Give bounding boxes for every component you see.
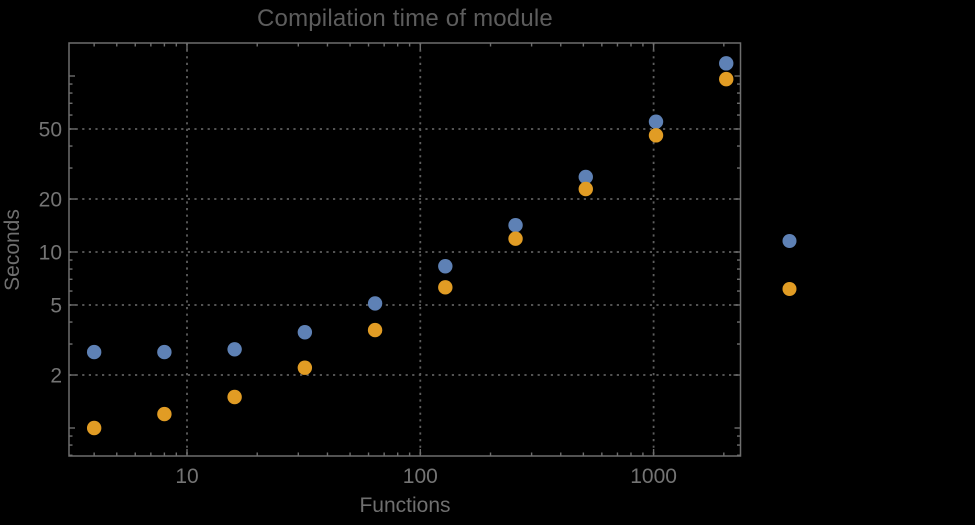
- data-point-series-2-orange: [719, 71, 734, 87]
- x-tick-label: 1000: [630, 465, 677, 488]
- data-point-series-2-orange: [578, 181, 593, 197]
- legend-marker-1: [782, 234, 797, 248]
- y-tick-label: 10: [39, 242, 62, 265]
- data-point-series-2-orange: [86, 420, 102, 436]
- data-point-series-2-orange: [157, 406, 172, 422]
- data-point-series-2-orange: [508, 231, 523, 246]
- chart-title: Compilation time of module: [256, 5, 553, 32]
- data-point-series-1-blue: [86, 344, 102, 360]
- y-tick-label: 50: [39, 118, 62, 141]
- data-point-series-1-blue: [438, 259, 453, 274]
- data-point-series-2-orange: [648, 128, 664, 143]
- y-tick-label: 5: [50, 294, 62, 317]
- data-point-series-2-orange: [367, 322, 383, 338]
- y-tick-label: 20: [39, 189, 62, 212]
- data-point-series-1-blue: [367, 296, 383, 311]
- y-tick-label: 2: [50, 365, 62, 388]
- data-point-series-1-blue: [578, 169, 593, 185]
- data-point-series-1-blue: [719, 56, 734, 71]
- y-axis-label: Seconds: [1, 209, 24, 291]
- data-point-series-1-blue: [297, 325, 313, 340]
- x-axis-label: Functions: [359, 494, 451, 517]
- data-point-series-1-blue: [648, 114, 664, 129]
- x-tick-label: 10: [175, 465, 198, 488]
- data-point-series-1-blue: [157, 344, 172, 360]
- x-tick-label: 100: [403, 465, 438, 488]
- data-point-series-1-blue: [227, 342, 242, 357]
- data-point-series-1-blue: [508, 217, 523, 233]
- legend-marker-2: [782, 282, 797, 296]
- plot-frame: [68, 42, 742, 457]
- data-point-series-2-orange: [438, 280, 453, 295]
- data-point-series-2-orange: [297, 360, 313, 375]
- data-point-series-2-orange: [227, 389, 242, 405]
